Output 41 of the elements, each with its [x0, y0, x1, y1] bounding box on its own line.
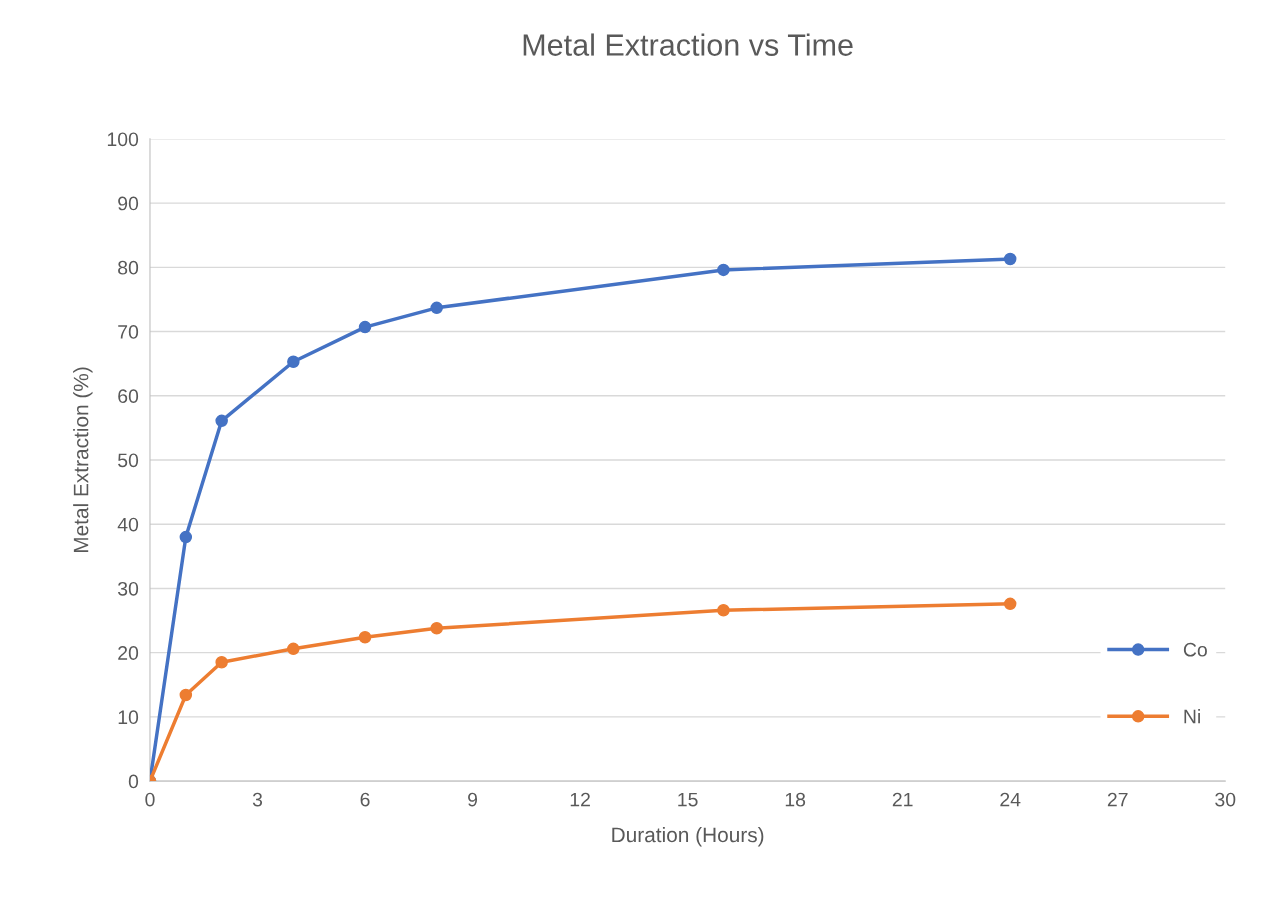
point [358, 630, 372, 644]
point [287, 355, 300, 369]
x-tick-label: 15 [678, 792, 698, 807]
x-tick-label: 27 [1107, 792, 1128, 807]
legend-label: Co [1183, 642, 1207, 657]
x-tick-label: 0 [145, 792, 155, 807]
y-tick-label: 30 [117, 581, 139, 596]
point [430, 301, 443, 315]
x-tick-label: 12 [570, 792, 590, 807]
point [179, 688, 193, 702]
y-tick-label: 40 [117, 517, 139, 532]
point [430, 621, 443, 635]
x-tick-label: 6 [360, 792, 370, 807]
x-tick-label: 9 [468, 792, 478, 807]
point [717, 604, 730, 617]
y-tick-label: 0 [128, 774, 139, 789]
x-tick-label: 30 [1215, 792, 1236, 807]
x-axis-title: Duration (Hours) [612, 826, 764, 847]
point [215, 656, 228, 669]
x-tick-label: 18 [785, 792, 806, 807]
y-tick-label: 90 [118, 196, 139, 211]
chart-title: Metal Extraction vs Time [523, 33, 853, 56]
x-tick-label: 24 [1000, 792, 1021, 807]
y-axis-title: Metal Extraction (%) [73, 367, 93, 553]
point [358, 320, 372, 334]
y-tick-label: 20 [118, 646, 139, 660]
point [179, 530, 193, 544]
y-tick-label: 100 [107, 132, 139, 147]
point [717, 263, 730, 277]
point [1003, 597, 1017, 611]
point [1003, 252, 1017, 266]
y-tick-label: 50 [118, 453, 139, 468]
x-tick-label: 3 [252, 792, 263, 807]
legend-label: Ni [1184, 709, 1200, 724]
y-tick-label: 60 [118, 389, 139, 404]
point [287, 642, 300, 656]
y-tick-label: 10 [118, 710, 139, 725]
y-tick-label: 70 [118, 325, 139, 339]
x-tick-label: 21 [892, 792, 913, 807]
y-tick-label: 80 [118, 260, 139, 275]
point [215, 414, 228, 428]
